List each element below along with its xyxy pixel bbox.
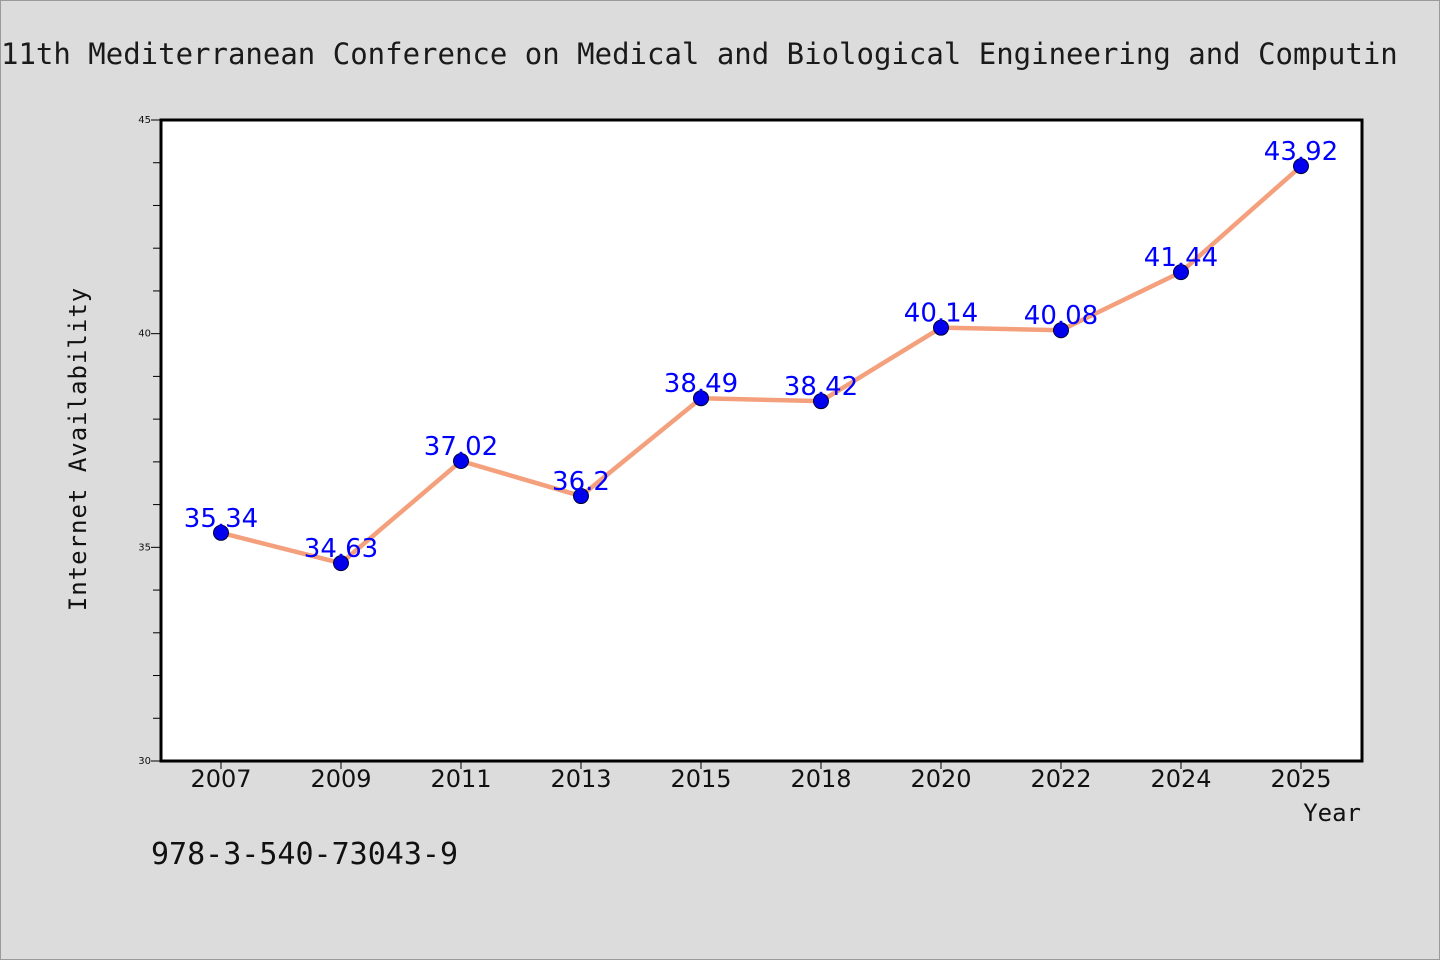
data-point xyxy=(1173,264,1189,281)
data-point xyxy=(453,453,469,470)
x-tick-label: 2018 xyxy=(790,765,851,793)
data-label: 37.02 xyxy=(424,432,498,462)
data-label: 35.34 xyxy=(184,504,258,534)
data-label: 36.2 xyxy=(552,467,610,497)
x-tick-label: 2024 xyxy=(1150,765,1211,793)
y-tick-label: 35 xyxy=(138,542,151,553)
y-axis-label: Internet Availability xyxy=(64,287,92,611)
data-markers xyxy=(213,158,1309,572)
data-point xyxy=(813,393,829,410)
data-label: 41.44 xyxy=(1144,243,1218,273)
data-point xyxy=(693,390,709,407)
x-tick-label: 2009 xyxy=(310,765,371,793)
data-point xyxy=(1053,322,1069,339)
x-tick-label: 2025 xyxy=(1270,765,1331,793)
x-tick-label: 2020 xyxy=(910,765,971,793)
y-tick-label: 30 xyxy=(138,756,151,767)
data-label: 38.42 xyxy=(784,372,858,402)
data-point xyxy=(333,555,349,572)
data-label: 43.92 xyxy=(1264,137,1338,167)
isbn-note: 978-3-540-73043-9 xyxy=(151,837,459,872)
x-axis: 2007 2009 2011 2013 2015 2018 2020 2022 2024 2025 xyxy=(190,761,1332,793)
x-tick-label: 2011 xyxy=(430,765,491,793)
data-labels: 35.34 34.63 37.02 36.2 38.49 38.42 40.14 40.08 4… xyxy=(184,137,1338,564)
plot-area xyxy=(159,118,1364,763)
y-tick-label: 45 xyxy=(138,115,151,126)
y-tick-label: 40 xyxy=(138,329,151,340)
x-tick-label: 2013 xyxy=(550,765,611,793)
data-point xyxy=(573,488,589,505)
data-label: 40.14 xyxy=(904,299,978,329)
data-label: 40.08 xyxy=(1024,301,1098,331)
x-tick-label: 2007 xyxy=(190,765,251,793)
chart-title: 11th Mediterranean Conference on Medical… xyxy=(1,37,1398,71)
data-label: 34.63 xyxy=(304,534,378,564)
data-label: 38.49 xyxy=(664,369,738,399)
data-point xyxy=(213,524,229,541)
data-point xyxy=(933,319,949,336)
x-axis-label: Year xyxy=(1303,799,1361,827)
y-axis: 30 35 40 45 xyxy=(138,115,161,767)
x-tick-label: 2015 xyxy=(670,765,731,793)
x-tick-label: 2022 xyxy=(1030,765,1091,793)
data-point xyxy=(1293,158,1309,175)
series-line xyxy=(218,163,1304,566)
